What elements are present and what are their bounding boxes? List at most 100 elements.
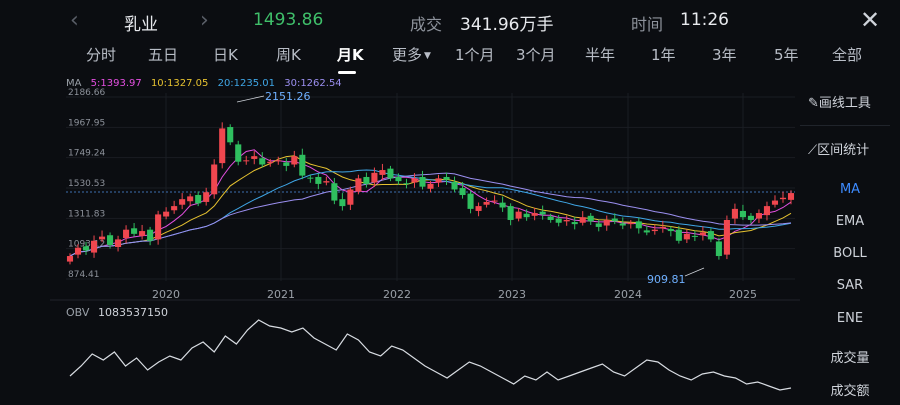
candle-body xyxy=(131,228,138,234)
candle-body xyxy=(595,223,602,227)
candle-body xyxy=(243,160,250,162)
candle-body xyxy=(691,235,698,237)
tab-monthly-k[interactable]: 月K xyxy=(337,46,364,64)
candle-body xyxy=(619,223,626,226)
candle-body xyxy=(475,206,482,211)
indicator-volume[interactable]: 成交量 xyxy=(830,351,870,366)
volume-label: 成交 xyxy=(410,15,443,34)
candle-body xyxy=(347,189,354,205)
volume-value: 341.96万手 xyxy=(460,15,554,35)
candle-body xyxy=(299,154,306,176)
forward-arrow-icon[interactable]: › xyxy=(200,8,209,33)
candle-body xyxy=(74,247,82,255)
current-price: 1493.86 xyxy=(253,10,324,30)
low-label: 909.81 xyxy=(647,273,686,286)
candle-body xyxy=(499,202,506,208)
candle-body xyxy=(259,158,266,165)
candle-body xyxy=(363,176,370,184)
candle-body xyxy=(579,217,586,223)
tab-more[interactable]: 更多 ▼ xyxy=(392,44,431,65)
tab-half-year[interactable]: 半年 xyxy=(585,46,616,64)
candle-body xyxy=(763,206,771,216)
indicator-turnover[interactable]: 成交额 xyxy=(830,384,870,399)
indicator-boll[interactable]: BOLL xyxy=(833,246,867,261)
candle-body xyxy=(435,178,442,183)
time-value: 11:26 xyxy=(680,10,729,30)
candle-body xyxy=(331,183,338,201)
candle-body xyxy=(291,156,298,165)
tab-more-label: 更多 xyxy=(392,46,423,64)
candle-body xyxy=(275,160,282,162)
candle-body xyxy=(115,239,122,248)
candle-body xyxy=(155,214,162,240)
candle-body xyxy=(419,176,426,187)
candle-body xyxy=(587,215,594,222)
range-stat-label: 区间统计 xyxy=(817,143,870,158)
candle-body xyxy=(195,195,202,204)
time-label: 时间 xyxy=(631,15,664,34)
tab-1-month[interactable]: 1个月 xyxy=(455,46,495,64)
draw-tool-button[interactable]: ✎画线工具 xyxy=(808,92,871,111)
candle-body xyxy=(635,221,642,229)
indicator-ene[interactable]: ENE xyxy=(836,311,864,326)
close-icon[interactable]: ✕ xyxy=(860,6,881,34)
candle-body xyxy=(723,219,730,255)
tab-3-year[interactable]: 3年 xyxy=(712,46,737,64)
candle-body xyxy=(107,235,114,245)
candle-body xyxy=(379,170,386,175)
candle-body xyxy=(147,229,154,241)
candle-body xyxy=(715,241,722,257)
candle-body xyxy=(651,229,658,232)
candle-body xyxy=(611,218,618,222)
candle-body xyxy=(483,201,490,205)
candle-body xyxy=(451,181,458,190)
range-stat-button[interactable]: ⟋区间统计 xyxy=(808,139,869,158)
candle-body xyxy=(507,206,514,220)
indicator-ema[interactable]: EMA xyxy=(835,214,865,229)
candle-body xyxy=(739,210,746,218)
candle-body xyxy=(683,233,690,240)
high-label: 2151.26 xyxy=(265,90,311,103)
top-bar: ‹ 乳业 › 1493.86 成交 341.96万手 时间 11:26 ✕ xyxy=(0,0,900,42)
candle-body xyxy=(467,193,474,209)
candle-body xyxy=(411,178,418,183)
indicator-ma[interactable]: MA xyxy=(839,182,861,197)
ma-legend: MA 5:1393.97 10:1327.05 20:1235.01 30:12… xyxy=(66,78,348,89)
obv-label: OBV xyxy=(66,306,90,319)
tab-daily-k[interactable]: 日K xyxy=(213,46,238,64)
candle-body xyxy=(371,172,378,183)
ma10-line xyxy=(69,155,792,257)
tab-5-year[interactable]: 5年 xyxy=(774,46,799,64)
tab-minute[interactable]: 分时 xyxy=(86,46,117,64)
candle-body xyxy=(459,188,466,196)
candle-body xyxy=(563,219,570,222)
tab-all[interactable]: 全部 xyxy=(832,46,863,64)
candle-body xyxy=(531,213,538,216)
y-tick-label: 874.41 xyxy=(68,270,100,280)
x-tick-label: 2024 xyxy=(614,288,642,301)
ma20-value: 20:1235.01 xyxy=(217,78,276,89)
pencil-icon: ✎ xyxy=(808,96,819,111)
tab-five-day[interactable]: 五日 xyxy=(148,46,179,64)
candle-body xyxy=(323,181,330,183)
candle-body xyxy=(427,183,434,189)
range-icon: ⟋ xyxy=(808,143,818,158)
candle-body xyxy=(187,196,194,202)
tab-weekly-k[interactable]: 周K xyxy=(276,46,301,64)
candle-body xyxy=(627,222,634,225)
y-tick-label: 1093.12 xyxy=(68,240,105,250)
candle-body xyxy=(219,128,226,164)
candle-body xyxy=(539,211,546,215)
candle-body xyxy=(355,178,362,192)
indicator-sar[interactable]: SAR xyxy=(836,278,864,293)
candle-body xyxy=(403,183,410,185)
candle-body xyxy=(235,144,242,162)
tab-1-year[interactable]: 1年 xyxy=(651,46,676,64)
tab-3-month[interactable]: 3个月 xyxy=(516,46,556,64)
obv-value: 1083537150 xyxy=(98,306,168,319)
back-arrow-icon[interactable]: ‹ xyxy=(70,8,79,33)
low-annotation: 909.81 xyxy=(647,267,705,286)
ma5-value: 5:1393.97 xyxy=(90,78,142,89)
candle-body xyxy=(547,216,554,220)
